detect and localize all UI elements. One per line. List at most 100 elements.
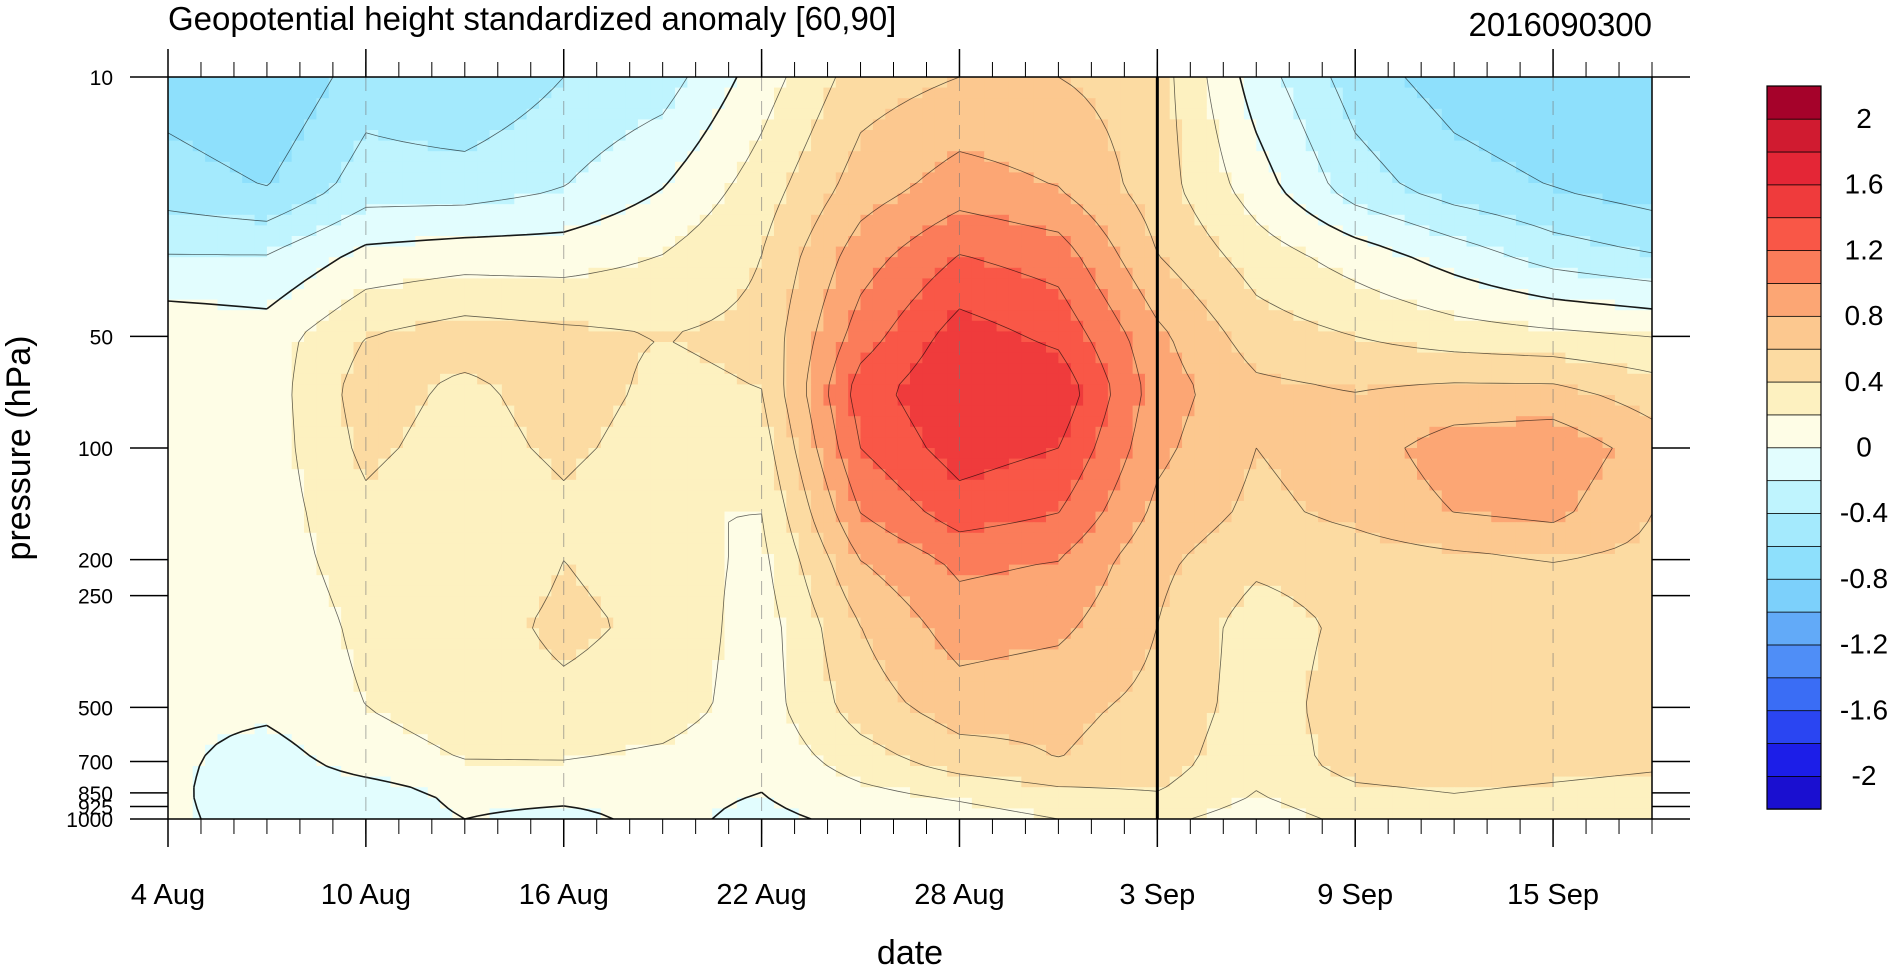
field-cell	[1182, 469, 1196, 481]
field-cell	[1577, 384, 1591, 396]
field-cell	[1528, 352, 1542, 364]
field-cell	[1318, 405, 1332, 417]
field-cell	[934, 469, 948, 481]
field-cell	[773, 172, 787, 184]
field-cell	[1132, 384, 1146, 396]
field-cell	[798, 511, 812, 523]
field-cell	[761, 278, 775, 290]
field-cell	[328, 225, 342, 237]
field-cell	[1169, 426, 1183, 438]
field-cell	[1120, 77, 1134, 89]
field-cell	[1058, 469, 1072, 481]
field-cell	[613, 236, 627, 248]
field-cell	[464, 437, 478, 449]
field-cell	[1614, 204, 1628, 216]
field-cell	[1454, 204, 1468, 216]
field-cell	[328, 373, 342, 385]
field-cell	[415, 236, 429, 248]
field-cell	[1515, 458, 1529, 470]
field-cell	[675, 299, 688, 311]
field-cell	[217, 183, 231, 195]
field-cell	[514, 151, 528, 163]
field-cell	[922, 363, 936, 375]
field-cell	[365, 437, 379, 449]
field-cell	[1330, 214, 1344, 226]
field-cell	[811, 140, 825, 152]
field-cell	[1417, 214, 1430, 226]
field-cell	[328, 108, 342, 120]
field-cell	[402, 448, 416, 460]
field-cell	[328, 331, 342, 343]
field-cell	[1515, 140, 1529, 152]
field-cell	[1157, 267, 1171, 279]
field-cell	[662, 363, 676, 375]
field-cell	[1182, 214, 1196, 226]
field-cell	[180, 140, 194, 152]
field-cell	[675, 437, 688, 449]
field-cell	[180, 278, 194, 290]
field-cell	[1528, 193, 1542, 205]
field-cell	[1318, 161, 1332, 173]
field-cell	[613, 289, 627, 301]
field-cell	[168, 416, 181, 428]
field-cell	[514, 469, 528, 481]
field-cell	[749, 363, 763, 375]
field-cell	[477, 119, 491, 131]
field-cell	[675, 373, 688, 385]
field-cell	[588, 331, 602, 343]
field-cell	[588, 511, 602, 523]
field-cell	[650, 405, 664, 417]
field-cell	[378, 310, 392, 322]
field-cell	[1046, 320, 1059, 332]
field-cell	[835, 193, 849, 205]
field-cell	[699, 469, 713, 481]
field-cell	[971, 193, 985, 205]
field-cell	[1231, 501, 1245, 513]
field-cell	[1046, 331, 1059, 343]
field-cell	[477, 426, 491, 438]
field-cell	[291, 161, 305, 173]
field-cell	[811, 469, 825, 481]
field-cell	[1565, 140, 1579, 152]
field-cell	[1120, 214, 1134, 226]
field-cell	[390, 140, 404, 152]
field-cell	[1367, 352, 1381, 364]
field-cell	[1293, 214, 1307, 226]
field-cell	[489, 119, 503, 131]
field-cell	[1454, 161, 1468, 173]
field-cell	[402, 278, 416, 290]
field-cell	[1033, 225, 1047, 237]
field-cell	[1169, 448, 1183, 460]
field-cell	[897, 299, 911, 311]
field-cell	[1577, 172, 1591, 184]
field-cell	[353, 395, 367, 407]
field-cell	[489, 342, 503, 354]
field-cell	[501, 310, 515, 322]
field-cell	[1281, 331, 1294, 343]
field-cell	[786, 363, 800, 375]
field-cell	[1515, 395, 1529, 407]
field-cell	[514, 183, 528, 195]
field-cell	[1367, 469, 1381, 481]
field-cell	[1008, 363, 1022, 375]
field-cell	[885, 458, 899, 470]
field-cell	[637, 373, 651, 385]
field-cell	[934, 331, 948, 343]
field-cell	[996, 331, 1010, 343]
field-cell	[662, 458, 676, 470]
field-cell	[1565, 183, 1579, 195]
field-cell	[279, 98, 293, 110]
field-cell	[947, 511, 961, 523]
field-cell	[885, 448, 899, 460]
field-cell	[1046, 236, 1059, 248]
field-cell	[1046, 278, 1059, 290]
field-cell	[811, 161, 825, 173]
field-cell	[353, 140, 367, 152]
field-cell	[464, 183, 478, 195]
field-cell	[254, 172, 268, 184]
field-cell	[1219, 373, 1233, 385]
field-cell	[341, 511, 355, 523]
field-cell	[1553, 151, 1567, 163]
field-cell	[291, 108, 305, 120]
field-cell	[984, 236, 998, 248]
